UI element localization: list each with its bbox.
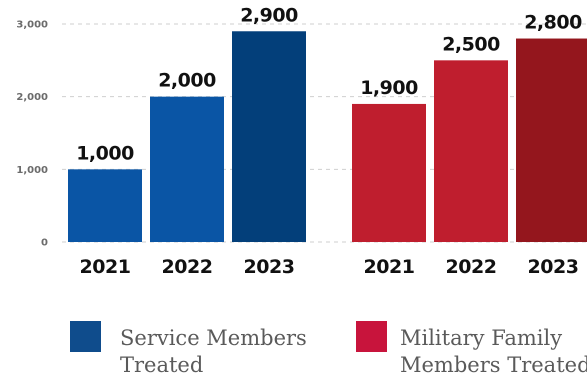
bar-family-members-2022: [434, 60, 508, 243]
y-tick-label: 2,000: [16, 92, 48, 103]
y-tick-label: 3,000: [16, 20, 48, 31]
value-labels: 1,000 2,000 2,900 1,900 2,500 2,800: [76, 4, 582, 164]
value-label: 2,800: [524, 12, 582, 34]
x-tick-label: 2023: [244, 256, 295, 278]
legend-label: Service Members Treated: [120, 326, 307, 377]
y-tick-label: 1,000: [16, 165, 48, 176]
bar-service-members-2022: [150, 96, 224, 243]
value-label: 2,000: [158, 70, 216, 92]
value-label: 2,900: [240, 4, 298, 26]
legend-swatch: [70, 321, 101, 352]
x-tick-label: 2021: [80, 256, 131, 278]
bar-service-members-2023: [232, 31, 306, 243]
x-tick-label: 2021: [364, 256, 415, 278]
bars: [68, 31, 587, 243]
x-axis-labels: 2021 2022 2023 2021 2022 2023: [80, 256, 579, 278]
x-tick-label: 2022: [162, 256, 213, 278]
x-tick-label: 2023: [528, 256, 579, 278]
value-label: 1,900: [360, 77, 418, 99]
y-tick-label: 0: [41, 238, 48, 249]
x-tick-label: 2022: [446, 256, 497, 278]
value-label: 1,000: [76, 142, 134, 164]
bar-service-members-2021: [68, 169, 142, 242]
bar-family-members-2021: [352, 103, 426, 242]
legend-swatch: [356, 321, 387, 352]
legend-label: Military Family Members Treated: [400, 326, 587, 377]
bar-family-members-2023: [516, 38, 587, 243]
value-label: 2,500: [442, 33, 500, 55]
y-axis-ticks: 0 1,000 2,000 3,000: [16, 20, 48, 249]
legend: Service Members Treated Military Family Mem…: [70, 321, 587, 377]
